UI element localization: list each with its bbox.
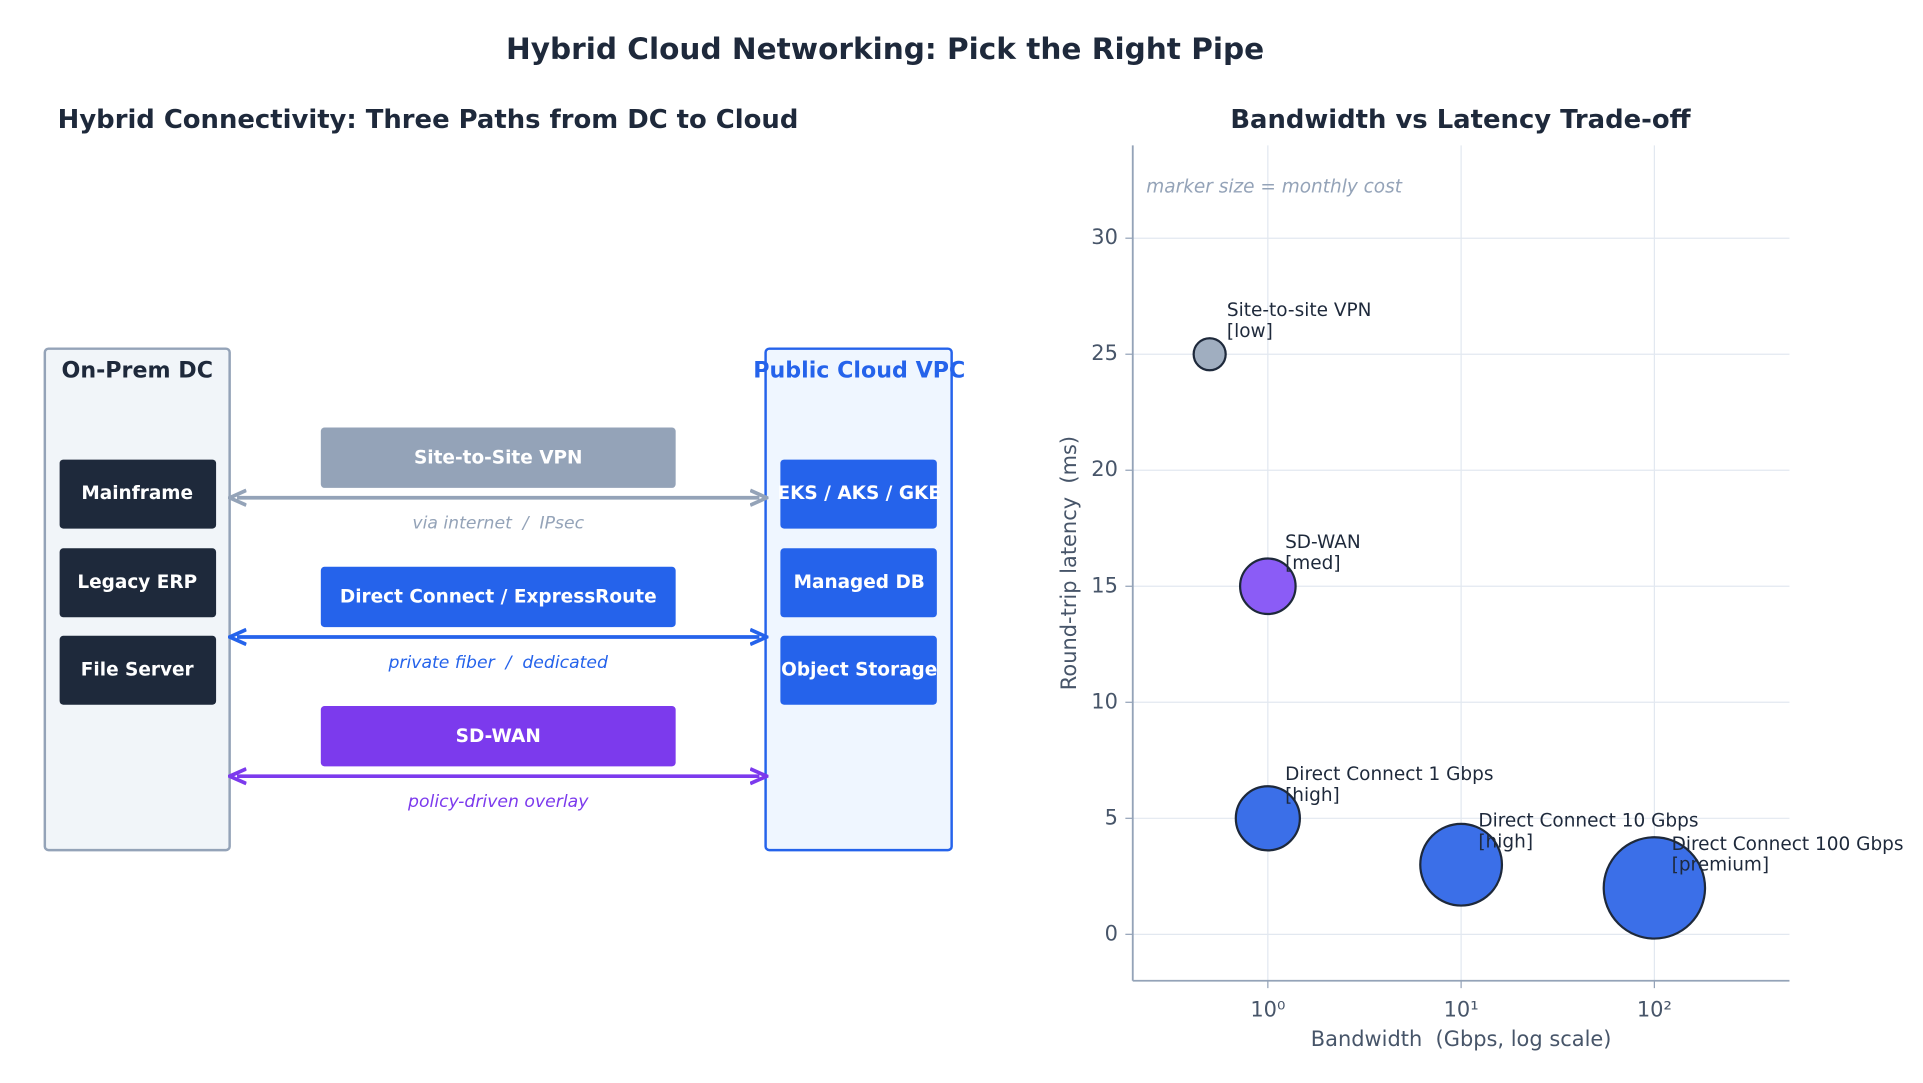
- dc-item-label: Mainframe: [81, 483, 193, 504]
- link-note: via internet / IPsec: [412, 514, 584, 534]
- dc-item: [59, 635, 217, 705]
- annotation: marker size = monthly cost: [1146, 176, 1402, 197]
- point: [1234, 785, 1301, 852]
- dc-item: [59, 548, 217, 618]
- link-note: policy-driven overlay: [407, 792, 589, 812]
- cloud-item-label: Managed DB: [794, 572, 925, 593]
- point-label: Direct Connect 1 Gbps: [1285, 764, 1493, 785]
- point: [1419, 822, 1504, 907]
- point: [1602, 836, 1707, 940]
- y-tick-label: 0: [1105, 921, 1118, 945]
- point-label: Direct Connect 10 Gbps: [1478, 811, 1698, 832]
- point: [1238, 557, 1297, 616]
- point-tier: [low]: [1227, 321, 1273, 342]
- point-tier: [med]: [1285, 553, 1340, 574]
- page-title: Hybrid Cloud Networking: Pick the Right …: [506, 32, 1264, 66]
- x-tick-label: 10²: [1637, 997, 1672, 1021]
- point-tier: [high]: [1478, 832, 1533, 853]
- dc-title: On-Prem DC: [62, 357, 213, 383]
- link-label: Direct Connect / ExpressRoute: [340, 587, 657, 608]
- cloud-item-label: Object Storage: [781, 659, 937, 680]
- dc-item-label: Legacy ERP: [77, 572, 197, 593]
- cloud-title: Public Cloud VPC: [753, 357, 965, 383]
- link-label: Site-to-Site VPN: [414, 447, 583, 468]
- link-note: private fiber / dedicated: [387, 653, 609, 673]
- y-tick-label: 25: [1091, 341, 1118, 365]
- x-tick-label: 10¹: [1444, 997, 1479, 1021]
- point-label: SD-WAN: [1285, 532, 1361, 553]
- chart-title: Bandwidth vs Latency Trade-off: [1230, 105, 1691, 135]
- cloud-item-label: EKS / AKS / GKE: [778, 483, 941, 504]
- y-tick-label: 10: [1091, 689, 1118, 713]
- x-tick-label: 10⁰: [1250, 997, 1285, 1021]
- dc-item-label: File Server: [81, 659, 195, 680]
- x-axis-label: Bandwidth (Gbps, log scale): [1311, 1027, 1612, 1051]
- point-label: Site-to-site VPN: [1227, 300, 1372, 321]
- link-box: [320, 705, 676, 767]
- y-tick-label: 5: [1105, 805, 1118, 829]
- point-label: Direct Connect 100 Gbps: [1672, 834, 1904, 855]
- link-box: [320, 427, 676, 488]
- cloud-item: [780, 548, 937, 618]
- cloud-item: [780, 635, 937, 705]
- y-axis-label: Round-trip latency (ms): [1057, 436, 1081, 690]
- link-label: SD-WAN: [456, 726, 541, 747]
- cloud-item: [780, 459, 937, 529]
- diagram-title: Hybrid Connectivity: Three Paths from DC…: [58, 105, 799, 135]
- point-tier: [premium]: [1672, 855, 1770, 876]
- point: [1192, 337, 1227, 372]
- y-tick-label: 20: [1091, 457, 1118, 481]
- link-box: [320, 566, 676, 628]
- point-tier: [high]: [1285, 785, 1340, 806]
- y-tick-label: 15: [1091, 573, 1118, 597]
- dc-item: [59, 459, 217, 529]
- y-tick-label: 30: [1091, 225, 1118, 249]
